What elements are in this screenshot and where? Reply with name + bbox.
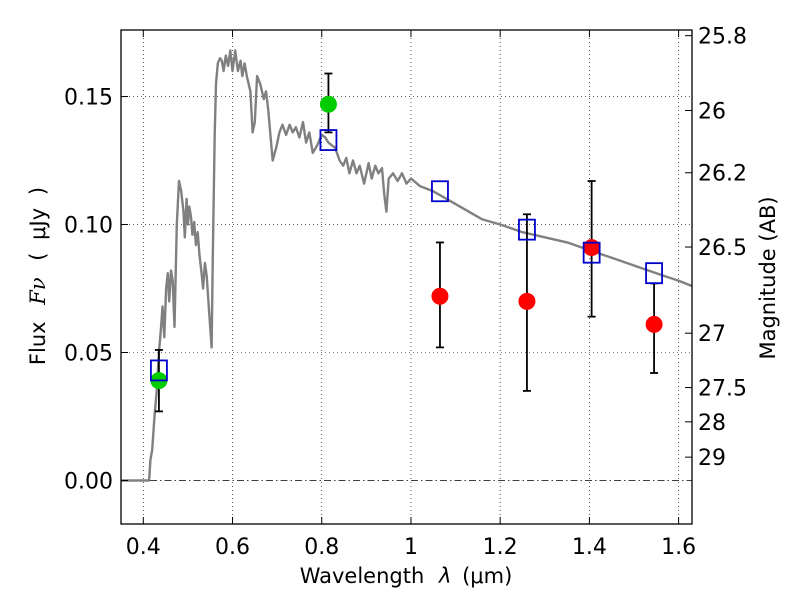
detection-marker [319,95,337,113]
x-tick-label: 0.8 [304,535,339,560]
plot-frame [120,29,693,525]
x-axis-title: Wavelength λ (μm) [300,564,513,588]
mag-tick-label: 25.8 [698,25,747,50]
y-tick-label: 0.05 [64,342,113,367]
ticks [121,30,692,524]
model-box-marker [431,180,449,203]
model-box-marker [150,359,168,382]
measurement-marker [518,292,536,310]
y-axis-title-prefix: Flux [26,321,50,365]
mag-tick-label: 26.5 [698,236,747,261]
data-points-layer [150,72,663,413]
y-tick-label: 0.10 [64,214,113,239]
mag-tick-label: 27 [698,322,726,347]
model-spectrum-line [121,49,693,482]
model-box-marker [645,262,663,285]
y-axis-title-close-paren: ) [26,187,50,195]
mag-tick-label: 26.2 [698,162,747,187]
measurement-marker [645,315,663,333]
mag-tick-label: 28 [698,411,726,436]
model-boxes [150,129,663,382]
measurement-marker [431,287,449,305]
y-tick-label: 0.15 [64,86,113,111]
x-axis-title-unit: (μm) [462,564,512,588]
x-tick-label: 1.2 [483,535,518,560]
mag-tick-label: 29 [698,446,726,471]
x-tick-label: 1 [404,535,418,560]
mag-tick-label: 26 [698,99,726,124]
x-axis-title-prefix: Wavelength [300,564,425,588]
tick-labels: 0.4 0.6 0.8 1 1.2 1.4 1.6 0.00 0.05 0.10 0.15 25.8 2… [64,25,747,560]
model-spectrum-layer [121,49,693,482]
model-box-marker [319,129,338,151]
y2-axis-title: Magnitude (AB) [756,196,780,359]
y-axis-title-symbol: Fν [26,277,50,306]
y-axis-title: Flux Fν ( μJy ) [26,187,50,365]
x-tick-label: 0.4 [126,535,161,560]
x-axis-title-symbol: λ [438,564,451,588]
model-box-marker [582,241,601,264]
y-axis-title-open-paren: ( [26,252,50,260]
model-box-marker [518,218,536,241]
x-tick-label: 1.4 [572,535,607,560]
x-tick-label: 0.6 [215,535,250,560]
y-axis-title-unit: μJy [26,208,50,240]
y-tick-label: 0.00 [64,469,113,494]
x-tick-label: 1.6 [661,535,696,560]
mag-tick-label: 27.5 [698,377,747,402]
